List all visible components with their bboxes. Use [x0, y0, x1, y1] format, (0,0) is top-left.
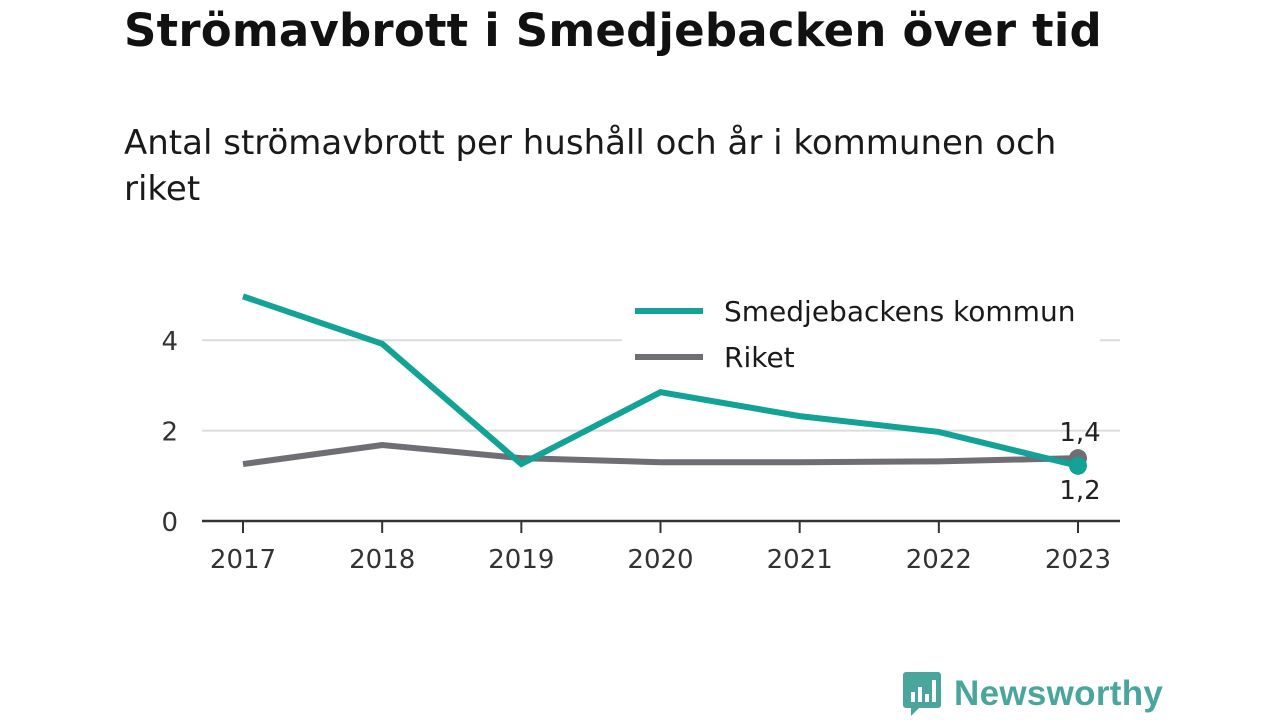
- bar-chart-speech-bubble-icon: [903, 672, 941, 716]
- newsworthy-logo: Newsworthy: [902, 670, 1163, 718]
- legend-label-0: Smedjebackens kommun: [724, 295, 1075, 328]
- legend-label-1: Riket: [724, 341, 795, 374]
- y-tick-label: 2: [161, 418, 178, 448]
- legend-background: [622, 288, 1100, 380]
- series-lines: [242, 293, 1087, 475]
- chart-title: Strömavbrott i Smedjebacken över tid: [124, 4, 1102, 57]
- legend: Smedjebackens kommun Riket: [622, 288, 1100, 380]
- chart-subtitle: Antal strömavbrott per hushåll och år i …: [124, 123, 1057, 209]
- y-tick-label: 0: [161, 508, 178, 538]
- series-line-1: [242, 442, 1079, 468]
- series-end-point-0: [1069, 456, 1087, 475]
- x-tick-label: 2023: [1045, 545, 1111, 575]
- end-value-label-riket: 1,4: [1059, 418, 1100, 448]
- series-line-0: [242, 293, 1079, 469]
- end-labels: 1,4 1,2: [1059, 418, 1100, 506]
- x-axis: 2017 2018 2019 2020 2021 2022 2023: [202, 519, 1120, 575]
- y-tick-label: 4: [161, 327, 178, 357]
- x-tick-label: 2019: [488, 545, 554, 575]
- x-tick-label: 2017: [210, 545, 276, 575]
- x-tick-label: 2022: [906, 545, 972, 575]
- x-tick-label: 2021: [767, 545, 833, 575]
- brand-name: Newsworthy: [954, 674, 1164, 713]
- end-value-label-kommun: 1,2: [1059, 476, 1100, 506]
- x-tick-label: 2020: [627, 545, 693, 575]
- x-tick-label: 2018: [349, 545, 415, 575]
